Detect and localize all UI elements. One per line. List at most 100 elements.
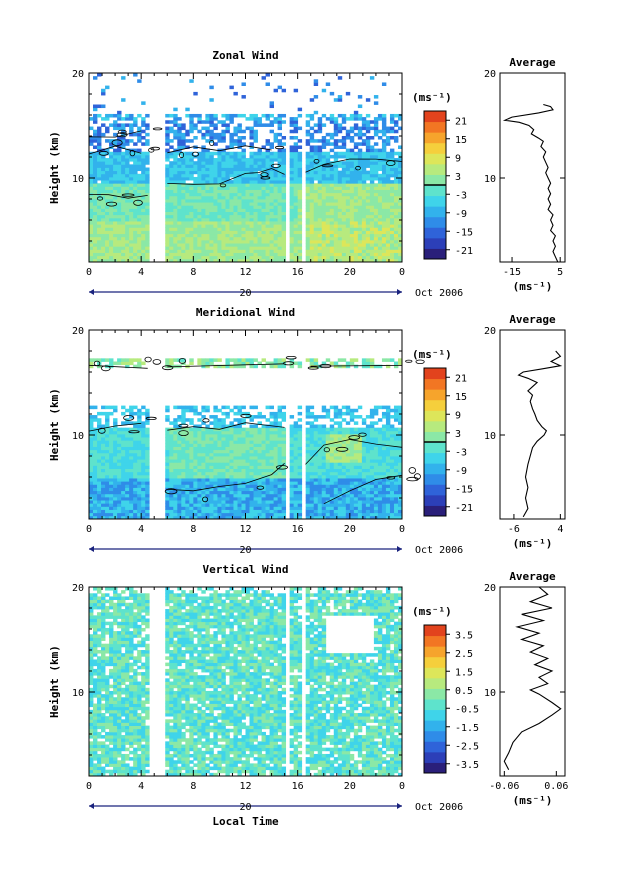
heatmap-cell xyxy=(277,236,283,241)
heatmap-cell xyxy=(369,443,375,447)
heatmap-cell xyxy=(309,496,315,501)
heatmap-cell xyxy=(145,512,150,517)
heatmap-cell xyxy=(121,167,126,172)
heatmap-cell xyxy=(249,142,254,146)
heatmap-cell xyxy=(365,243,371,247)
heatmap-cell xyxy=(293,484,299,488)
heatmap-cell xyxy=(357,129,363,134)
heatmap-cell xyxy=(137,246,142,250)
heatmap-cell xyxy=(325,154,331,159)
heatmap-cell xyxy=(341,456,347,460)
heatmap-cell xyxy=(253,255,258,260)
heatmap-cell xyxy=(105,236,110,241)
heatmap-cell xyxy=(345,481,351,485)
heatmap-cell xyxy=(365,183,371,187)
heatmap-cell xyxy=(89,202,94,206)
heatmap-cell xyxy=(113,120,118,124)
heatmap-cell xyxy=(249,230,254,235)
heatmap-cell xyxy=(209,192,214,197)
heatmap-cell xyxy=(189,230,194,235)
heatmap-cell xyxy=(389,167,395,172)
heatmap-cell xyxy=(273,136,278,140)
heatmap-cell xyxy=(329,500,335,504)
heatmap-cell xyxy=(229,440,234,444)
heatmap-cell xyxy=(185,145,190,149)
heatmap-cell xyxy=(277,449,283,454)
heatmap-cell xyxy=(381,183,387,187)
heatmap-cell xyxy=(201,249,206,253)
heatmap-cell xyxy=(229,512,234,517)
heatmap-cell xyxy=(237,136,242,140)
heatmap-cell xyxy=(209,474,214,479)
heatmap-cell xyxy=(337,233,343,238)
heatmap-cell xyxy=(197,496,202,501)
heatmap-cell xyxy=(321,195,327,200)
heatmap-cell xyxy=(249,443,254,447)
heatmap-cell xyxy=(357,515,363,520)
heatmap-cell xyxy=(333,214,339,219)
heatmap-cell xyxy=(105,487,110,492)
heatmap-cell xyxy=(373,202,379,206)
heatmap-cell xyxy=(133,236,138,241)
heatmap-cell xyxy=(329,468,335,473)
heatmap-cell xyxy=(109,249,114,253)
heatmap-cell xyxy=(309,506,315,510)
contour-loop xyxy=(111,139,123,147)
heatmap-cell xyxy=(337,490,343,495)
heatmap-cell xyxy=(369,176,375,181)
heatmap-cell xyxy=(313,478,319,482)
heatmap-cell xyxy=(197,456,202,460)
heatmap-cell xyxy=(313,459,319,463)
heatmap-cell xyxy=(181,189,186,194)
heatmap-cell xyxy=(349,493,355,498)
heatmap-cell xyxy=(125,214,130,219)
heatmap-cell xyxy=(209,459,214,463)
heatmap-cell xyxy=(173,132,178,137)
heatmap-cell xyxy=(321,123,327,127)
heatmap-cell xyxy=(225,164,230,168)
heatmap-cell xyxy=(173,224,178,228)
heatmap-cell xyxy=(321,113,327,118)
heatmap-cell xyxy=(89,478,94,482)
heatmap-cell xyxy=(181,192,186,197)
heatmap-cell xyxy=(233,471,238,476)
heatmap-cell xyxy=(265,440,270,444)
colorbar-swatch xyxy=(424,237,446,249)
heatmap-cell xyxy=(345,158,351,162)
heatmap-cell xyxy=(181,145,186,149)
heatmap-cell xyxy=(361,443,367,447)
heatmap-cell xyxy=(89,230,94,235)
heatmap-cell xyxy=(249,189,254,194)
heatmap-cell xyxy=(213,199,218,203)
heatmap-cell xyxy=(349,183,355,187)
heatmap-cell xyxy=(257,490,262,495)
heatmap-cell xyxy=(169,465,174,469)
heatmap-cell xyxy=(189,487,194,492)
heatmap-cell xyxy=(249,487,254,492)
heatmap-cell xyxy=(141,224,146,228)
heatmap-cell xyxy=(381,164,387,168)
heatmap-cell xyxy=(133,496,138,501)
heatmap-cell xyxy=(177,117,182,121)
heatmap-cell xyxy=(189,515,194,520)
heatmap-cell xyxy=(281,484,287,488)
heatmap-cell xyxy=(265,202,270,206)
heatmap-cell xyxy=(381,481,387,485)
heatmap-cell xyxy=(241,446,246,451)
heatmap-cell xyxy=(377,217,383,222)
heatmap-cell xyxy=(189,139,194,143)
heatmap-cell xyxy=(313,474,319,479)
heatmap-cell xyxy=(273,202,278,206)
heatmap-cell xyxy=(369,246,375,250)
heatmap-cell xyxy=(265,161,270,165)
heatmap-cell xyxy=(93,233,98,238)
heatmap-cell xyxy=(365,217,371,222)
heatmap-cell xyxy=(213,258,218,263)
heatmap-cell xyxy=(381,478,387,482)
heatmap-cell xyxy=(181,481,186,485)
heatmap-cell xyxy=(101,233,106,238)
heatmap-cell xyxy=(221,183,226,187)
heatmap-cell xyxy=(237,443,242,447)
heatmap-cell xyxy=(233,462,238,466)
heatmap-cell xyxy=(129,243,134,247)
